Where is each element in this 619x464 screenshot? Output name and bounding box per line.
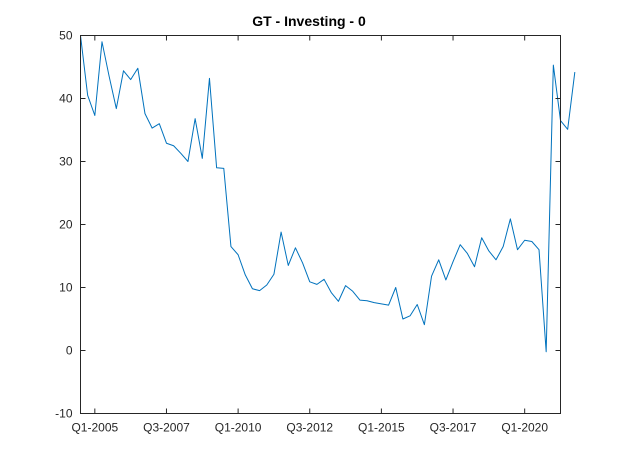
x-tick-label: Q1-2010 [215,421,262,435]
x-tick-label: Q1-2015 [358,421,405,435]
chart-title: GT - Investing - 0 [252,13,366,29]
plot-box [80,35,561,414]
x-tick-label: Q1-2020 [501,421,548,435]
y-tick-label: 0 [66,344,73,358]
y-tick-label: 30 [59,155,73,169]
series-layer [80,35,576,353]
y-tick-label: 20 [59,218,73,232]
y-tick-label: 50 [59,29,73,43]
x-tick-label: Q3-2012 [286,421,333,435]
y-tick-label: -10 [55,407,73,421]
y-tick-label: 10 [59,281,73,295]
series-line [80,35,576,353]
x-tick-label: Q1-2005 [71,421,118,435]
y-tick-label: 40 [59,92,73,106]
x-tick-label: Q3-2017 [430,421,477,435]
plot-area [80,35,560,413]
x-tick-label: Q3-2007 [143,421,190,435]
